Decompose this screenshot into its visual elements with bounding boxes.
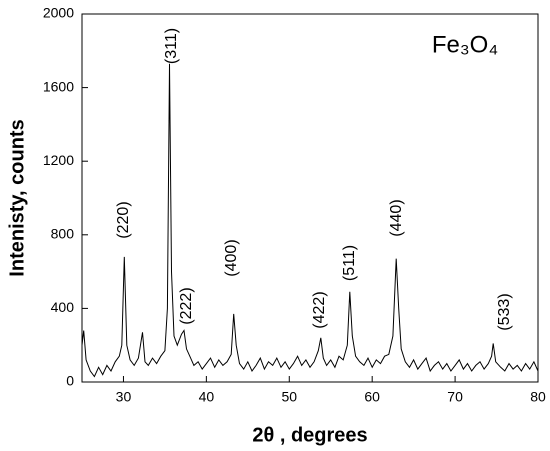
data-line bbox=[81, 63, 539, 378]
peak-label: (311) bbox=[163, 28, 180, 64]
x-tick-label: 30 bbox=[116, 389, 132, 405]
x-tick-label: 40 bbox=[199, 389, 215, 405]
peak-label: (222) bbox=[178, 287, 195, 324]
y-tick-label: 2000 bbox=[43, 5, 74, 21]
peak-label: (440) bbox=[388, 199, 405, 236]
y-tick-label: 1200 bbox=[43, 152, 74, 168]
y-axis-label: Intenisty, counts bbox=[6, 119, 28, 276]
peak-label: (533) bbox=[496, 293, 513, 330]
plot-frame bbox=[81, 13, 539, 383]
y-tick-label: 1600 bbox=[43, 78, 74, 94]
peak-label: (511) bbox=[341, 245, 358, 281]
peak-label: (400) bbox=[223, 239, 240, 276]
x-tick-label: 80 bbox=[530, 389, 546, 405]
x-tick-label: 70 bbox=[447, 389, 463, 405]
x-tick-label: 60 bbox=[364, 389, 380, 405]
chart-title: Fe₃O₄ bbox=[432, 31, 498, 58]
x-axis-label: 2θ , degrees bbox=[252, 424, 367, 446]
y-tick-label: 0 bbox=[66, 373, 74, 389]
x-tick-label: 50 bbox=[281, 389, 297, 405]
peak-label: (220) bbox=[115, 201, 132, 238]
y-tick-label: 400 bbox=[51, 299, 75, 315]
peak-label: (422) bbox=[311, 291, 328, 328]
y-tick-label: 800 bbox=[51, 226, 75, 242]
